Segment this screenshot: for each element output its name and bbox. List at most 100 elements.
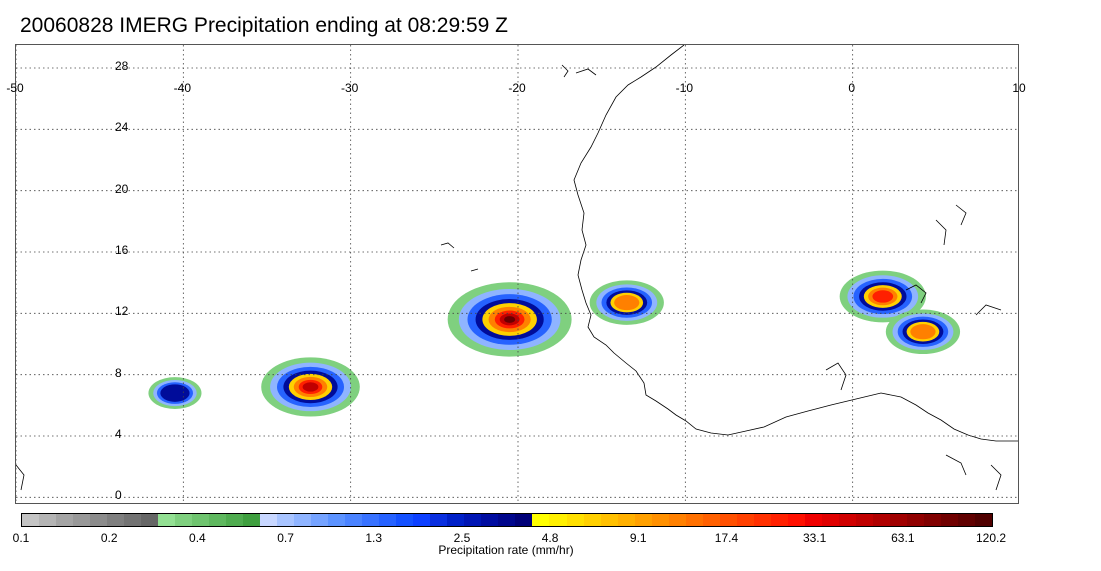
colorbar-tick-label: 0.7: [277, 531, 294, 545]
colorbar-swatch: [515, 514, 533, 526]
colorbar-swatch: [549, 514, 567, 526]
colorbar-tick-label: 63.1: [891, 531, 915, 545]
colorbar-swatch: [787, 514, 805, 526]
colorbar-swatch: [583, 514, 601, 526]
colorbar-swatch: [702, 514, 720, 526]
lat-tick-label: 24: [115, 120, 129, 135]
colorbar-swatch: [498, 514, 516, 526]
colorbar-swatch: [260, 514, 278, 526]
colorbar-swatch: [141, 514, 159, 526]
coast-fragment: [575, 68, 597, 76]
colorbar-swatch: [974, 514, 992, 526]
colorbar-swatch: [107, 514, 125, 526]
colorbar-swatch: [379, 514, 397, 526]
lon-tick-label: 0: [848, 81, 855, 95]
colorbar-swatch: [617, 514, 635, 526]
precip-cell-contour: [910, 324, 936, 340]
colorbar-tick-label: 0.1: [12, 531, 30, 545]
colorbar-tick-label: 0.2: [100, 531, 118, 545]
colorbar-swatch: [838, 514, 856, 526]
colorbar-swatch: [175, 514, 193, 526]
colorbar-swatch: [90, 514, 108, 526]
colorbar-swatch: [821, 514, 839, 526]
coast-fragment: [825, 362, 847, 391]
lat-tick-label: 28: [115, 59, 129, 73]
colorbar-swatch: [940, 514, 958, 526]
lon-tick-label: 10: [1012, 81, 1026, 95]
colorbar-swatch: [532, 514, 550, 526]
colorbar-swatch: [906, 514, 924, 526]
colorbar-swatch: [294, 514, 312, 526]
colorbar-swatch: [855, 514, 873, 526]
lon-tick-label: -50: [6, 81, 24, 95]
colorbar-swatch: [481, 514, 499, 526]
colorbar-swatch: [277, 514, 295, 526]
lat-tick-label: 16: [115, 243, 129, 257]
coast-fragment: [990, 464, 1002, 491]
precip-cell-contour: [504, 316, 516, 323]
colorbar-swatch: [56, 514, 74, 526]
colorbar-swatch: [464, 514, 482, 526]
precip-cell-contour: [614, 295, 640, 311]
colorbar: [21, 513, 993, 527]
africa-west-coast: [573, 45, 1018, 442]
colorbar-swatch: [651, 514, 669, 526]
coastline-layer: [16, 45, 1018, 491]
colorbar-swatch: [668, 514, 686, 526]
lon-tick-label: -40: [173, 81, 191, 95]
lat-tick-label: 4: [115, 427, 122, 441]
map-title: 20060828 IMERG Precipitation ending at 0…: [20, 14, 508, 37]
colorbar-swatch: [600, 514, 618, 526]
colorbar-tick-label: 9.1: [629, 531, 647, 545]
graticule: [16, 45, 1018, 503]
colorbar-swatch: [396, 514, 414, 526]
colorbar-swatch: [957, 514, 975, 526]
colorbar-swatch: [328, 514, 346, 526]
coast-fragment: [945, 454, 967, 476]
colorbar-swatch: [872, 514, 890, 526]
colorbar-swatch: [226, 514, 244, 526]
lat-tick-label: 12: [115, 304, 129, 319]
colorbar-swatch: [770, 514, 788, 526]
colorbar-swatch: [22, 514, 40, 526]
colorbar-swatch: [158, 514, 176, 526]
colorbar-swatch: [685, 514, 703, 526]
colorbar-swatch: [634, 514, 652, 526]
coast-fragment: [955, 204, 967, 226]
colorbar-swatch: [362, 514, 380, 526]
lon-tick-label: -10: [675, 81, 693, 95]
coast-fragment: [975, 304, 1002, 316]
coast-fragment: [16, 464, 25, 491]
colorbar-tick-label: 0.4: [189, 531, 206, 545]
precip-cell-contour: [302, 382, 319, 392]
coast-fragment: [440, 242, 455, 249]
colorbar-swatch: [209, 514, 227, 526]
lat-tick-label: 0: [115, 488, 122, 503]
colorbar-swatch: [719, 514, 737, 526]
precip-cell-contour: [872, 290, 894, 303]
colorbar-tick-label: 1.3: [365, 531, 383, 545]
colorbar-swatch: [124, 514, 142, 526]
colorbar-swatch: [923, 514, 941, 526]
colorbar-swatch: [413, 514, 431, 526]
colorbar-swatch: [311, 514, 329, 526]
colorbar-swatch: [73, 514, 91, 526]
coast-fragment: [561, 64, 569, 78]
colorbar-tick-label: 120.2: [975, 531, 1007, 545]
colorbar-swatch: [566, 514, 584, 526]
colorbar-swatch: [243, 514, 261, 526]
precipitation-layer: [148, 270, 961, 417]
lat-tick-label: 8: [115, 365, 122, 380]
coast-fragment: [470, 268, 479, 272]
colorbar-tick-label: 4.8: [541, 531, 559, 545]
coast-fragment: [905, 284, 927, 304]
colorbar-swatch: [889, 514, 907, 526]
precipitation-map: [15, 44, 1019, 504]
colorbar-unit-label: Precipitation rate (mm/hr): [438, 543, 574, 557]
colorbar-tick-label: 2.5: [453, 531, 471, 545]
precip-cell-contour: [160, 384, 190, 402]
colorbar-swatch: [345, 514, 363, 526]
colorbar-swatch: [736, 514, 754, 526]
colorbar-tick-label: 17.4: [714, 531, 739, 545]
map-canvas: [16, 45, 1018, 503]
